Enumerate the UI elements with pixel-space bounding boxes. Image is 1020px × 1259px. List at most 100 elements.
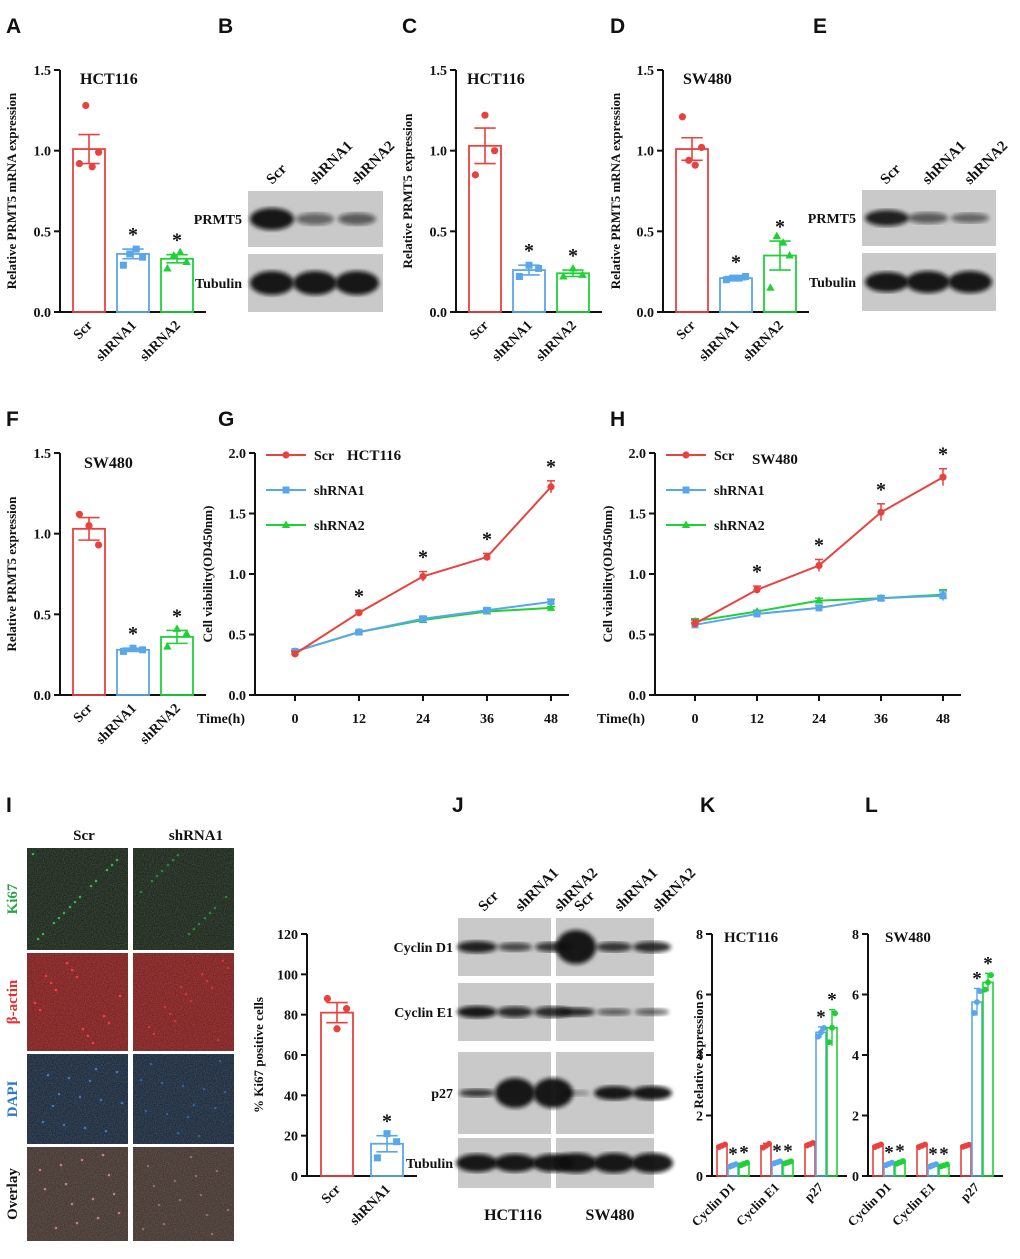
y-axis-title: Relative PRMT5 mRNA expression xyxy=(4,92,19,289)
x-tick-label: Scr xyxy=(674,318,699,343)
cell-dot xyxy=(57,916,61,920)
micrograph-texture xyxy=(133,953,234,1051)
cell-dot xyxy=(102,1014,106,1018)
column-label: shRNA1 xyxy=(169,828,223,844)
data-point xyxy=(578,270,587,278)
x-tick-label: 0 xyxy=(692,712,699,727)
cell-dot xyxy=(62,1123,66,1127)
data-point xyxy=(172,624,182,632)
micrograph-texture xyxy=(133,1054,234,1144)
data-point xyxy=(974,999,980,1006)
legend-label: shRNA1 xyxy=(314,484,365,499)
legend-marker xyxy=(681,520,691,528)
significance-star: * xyxy=(568,245,578,267)
data-point xyxy=(471,171,479,179)
cell-dot xyxy=(202,1087,206,1091)
bar xyxy=(72,527,106,696)
cell-dot xyxy=(118,994,122,998)
band xyxy=(594,1086,634,1100)
x-tick-label: 0 xyxy=(292,712,299,727)
data-point xyxy=(182,257,191,265)
lane-label: shRNA1 xyxy=(920,138,970,188)
bar xyxy=(320,1011,354,1177)
row-label: PRMT5 xyxy=(808,212,856,227)
band xyxy=(293,271,337,295)
data-point xyxy=(383,1130,391,1138)
data-point xyxy=(343,1005,351,1013)
data-point xyxy=(82,101,90,110)
bar xyxy=(468,144,502,313)
data-point xyxy=(772,231,781,240)
data-point xyxy=(777,1158,783,1165)
data-point xyxy=(766,1140,772,1147)
y-axis-title: Relative expression xyxy=(691,1001,706,1109)
data-point xyxy=(333,1025,341,1033)
lane-label: Scr xyxy=(264,161,291,188)
band xyxy=(459,1089,495,1097)
bar xyxy=(804,1143,816,1177)
cell-dot xyxy=(101,1153,105,1157)
cell-dot xyxy=(31,852,35,856)
data-point xyxy=(814,596,824,604)
data-point xyxy=(355,628,363,636)
cell-dot xyxy=(181,1084,185,1088)
cell-dot xyxy=(91,1197,95,1201)
data-point xyxy=(559,272,568,280)
chart-h: 0.0 0.5 1.0 1.5 2.0 Cell viability(OD450nm) 0 1… xyxy=(597,444,961,727)
cell-dot xyxy=(226,1208,230,1212)
x-tick-label: Cyclin D1 xyxy=(688,1180,738,1230)
band xyxy=(908,212,948,224)
data-point xyxy=(977,988,983,995)
legend-marker xyxy=(682,486,690,494)
data-point xyxy=(729,274,737,282)
significance-star: * xyxy=(983,953,993,974)
cell-dot xyxy=(144,1109,148,1113)
significance-star: * xyxy=(731,252,741,274)
chart-d: 0.0 0.5 1.0 1.5 Relative PRMT5 mRNA expressi… xyxy=(608,64,809,365)
x-tick-label: shRNA2 xyxy=(137,701,183,747)
y-tick-label: 1.5 xyxy=(229,508,247,523)
x-tick-label: Scr xyxy=(71,701,96,726)
y-tick-label: 1.0 xyxy=(34,528,52,543)
x-tick-label: 12 xyxy=(750,712,764,727)
panel-label-h: H xyxy=(610,408,625,431)
band xyxy=(494,1154,536,1172)
y-tick-label: 0.5 xyxy=(430,225,448,240)
data-point xyxy=(119,647,127,655)
cell-dot xyxy=(88,1079,92,1083)
data-point xyxy=(832,1010,838,1017)
lane-label: Scr xyxy=(878,161,905,188)
lane-label: Scr xyxy=(476,888,503,915)
cell-dot xyxy=(105,868,109,872)
band xyxy=(456,1154,498,1172)
y-tick-label: 0 xyxy=(291,1170,298,1185)
row-label: Tubulin xyxy=(809,276,856,291)
cell-dot xyxy=(224,895,228,899)
cell-dot xyxy=(150,879,154,883)
chart-title: SW480 xyxy=(885,930,931,946)
data-point xyxy=(753,610,761,618)
cell-dot xyxy=(146,1164,150,1168)
x-tick-label: 48 xyxy=(544,712,558,727)
data-point xyxy=(785,251,794,259)
cell-dot xyxy=(218,1059,222,1063)
y-tick-label: 0 xyxy=(852,1170,859,1185)
y-tick-label: 4 xyxy=(852,1049,859,1064)
data-point xyxy=(744,1159,750,1166)
y-tick-label: 2 xyxy=(696,1110,703,1125)
cell-dot xyxy=(33,1001,37,1005)
lane-label: shRNA1 xyxy=(307,138,357,188)
cell-dot xyxy=(165,1112,169,1116)
data-point xyxy=(971,1009,977,1016)
cell-dot xyxy=(59,1163,63,1167)
cell-dot xyxy=(152,1032,156,1036)
bar xyxy=(960,1144,972,1177)
data-point xyxy=(939,592,947,600)
significance-star: * xyxy=(172,230,182,252)
legend-label: Scr xyxy=(714,449,734,464)
bar xyxy=(872,1144,884,1177)
cell-dot xyxy=(141,1227,145,1231)
bar xyxy=(160,257,194,313)
y-tick-label: 8 xyxy=(696,928,703,943)
band xyxy=(557,1007,595,1017)
